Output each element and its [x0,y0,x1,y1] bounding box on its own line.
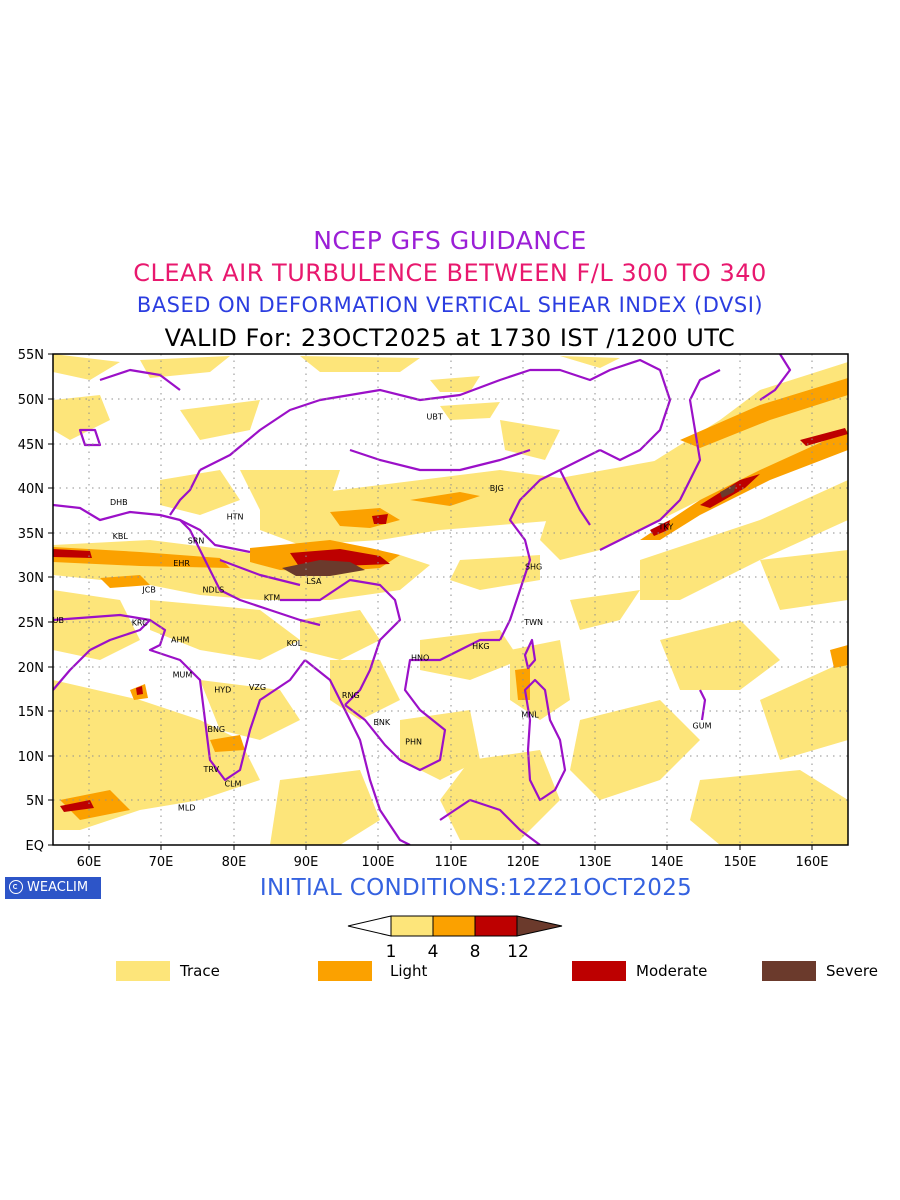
lat-label: 50N [18,393,44,408]
copyright-circle-icon [9,880,23,894]
legend-swatch-severe [762,961,816,981]
station-label: JCB [141,586,155,595]
title-model: NCEP GFS GUIDANCE [313,226,587,255]
legend-label-severe: Severe [826,962,878,980]
station-label: HKG [472,642,489,651]
station-label: DUB [46,616,64,625]
lon-label: 150E [723,855,756,870]
colorbar-tick: 8 [470,942,481,962]
station-label: HTN [227,513,244,522]
station-label: UBT [426,413,442,422]
lat-label: 55N [18,348,44,363]
station-label: PHN [405,737,422,746]
lat-label: 5N [26,794,44,809]
longitude-labels: 60E 70E 80E 90E 100E 110E 120E 130E 140E… [77,855,829,870]
station-label: KBL [113,532,129,541]
station-label: EHR [173,559,190,568]
lon-label: 100E [361,855,394,870]
title-method: BASED ON DEFORMATION VERTICAL SHEAR INDE… [136,293,764,317]
legend-swatch-moderate [572,961,626,981]
station-label: TWN [523,618,543,627]
station-label: SRN [188,537,205,546]
legend-swatch-trace [116,961,170,981]
colorbar-segment-moderate [474,915,518,937]
lon-label: 90E [294,855,319,870]
colorbar-segment-light [432,915,476,937]
station-label: SHG [525,563,542,572]
lat-label: 25N [18,616,44,631]
lat-label: 20N [18,661,44,676]
colorbar-tick: 4 [428,942,439,962]
station-label: CLM [225,779,242,788]
station-label: GUM [693,721,712,730]
station-label: TRV [203,765,220,774]
station-label: KOL [287,639,303,648]
legend-swatch-light [318,961,372,981]
axis-ticks [48,353,813,850]
station-label: BJG [490,484,504,493]
lat-label: 30N [18,571,44,586]
lon-label: 80E [222,855,247,870]
station-label: MLD [178,804,196,813]
colorbar-tick: 12 [507,942,529,962]
turbulence-severe-areas [282,484,736,576]
station-label: RNG [342,691,360,700]
logo-text: WEACLIM [27,880,89,895]
weaclim-logo: WEACLIM [5,877,101,899]
colorbar-low-arrow [347,915,392,937]
colorbar-segment-trace [390,915,434,937]
graticule [53,354,848,845]
country-boundaries [53,354,792,845]
station-label: NDLS [203,586,225,595]
station-label: LSA [306,577,322,586]
legend-label-light: Light [390,962,428,980]
lon-label: 70E [149,855,174,870]
station-label: KRC [132,619,148,628]
station-label: AHM [171,636,189,645]
station-label: HYD [214,686,231,695]
station-label: TKY [658,522,674,531]
lon-label: 60E [77,855,102,870]
station-label: BNK [373,718,390,727]
station-labels: UBT BJG DHB HTN KBL SRN TKY EHR SHG LSA JCB NDLS KTM… [46,413,712,813]
station-label: KTM [264,594,281,603]
lon-label: 130E [578,855,611,870]
station-label: HNO [411,654,429,663]
station-label: DHB [110,498,128,507]
legend-label-trace: Trace [180,962,220,980]
lon-label: 120E [506,855,539,870]
initial-conditions-label: INITIAL CONDITIONS:12Z21OCT2025 [259,875,693,901]
turbulence-trace-areas [53,354,848,845]
title-product: CLEAR AIR TURBULENCE BETWEEN F/L 300 TO … [133,259,767,287]
station-label: MNL [521,711,539,720]
lat-label: 10N [18,750,44,765]
lat-label: 45N [18,438,44,453]
lon-label: 110E [434,855,467,870]
lat-label: 40N [18,482,44,497]
lon-label: 160E [795,855,828,870]
station-label: VZG [249,683,266,692]
station-label: BNG [207,725,225,734]
lat-label: 15N [18,705,44,720]
station-label: MUM [173,671,193,680]
lat-label: 35N [18,527,44,542]
colorbar: 1 4 8 12 [347,915,563,962]
colorbar-tick: 1 [386,942,397,962]
lat-label: EQ [26,839,44,854]
colorbar-high-arrow [516,915,563,937]
title-valid-time: VALID For: 23OCT2025 at 1730 IST /1200 U… [164,324,736,352]
latitude-labels: EQ 5N 10N 15N 20N 25N 30N 35N 40N 45N 50… [18,348,44,854]
legend-label-moderate: Moderate [636,962,708,980]
lon-label: 140E [650,855,683,870]
